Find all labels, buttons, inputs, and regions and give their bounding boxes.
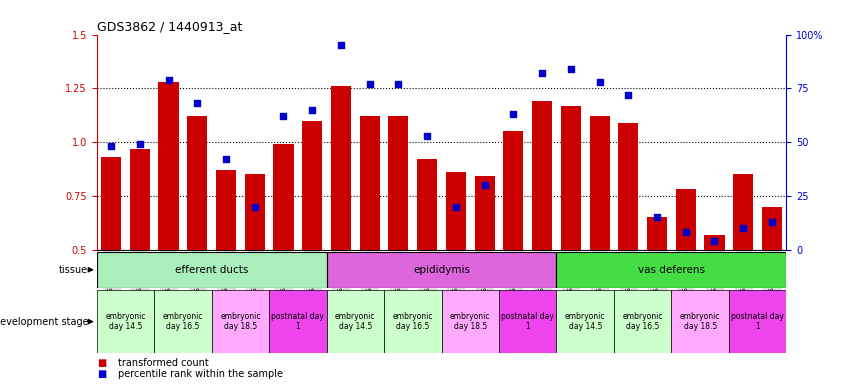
Text: efferent ducts: efferent ducts xyxy=(175,265,248,275)
Bar xyxy=(326,252,557,288)
Point xyxy=(392,81,405,87)
Point xyxy=(363,81,377,87)
Bar xyxy=(417,159,437,250)
Bar xyxy=(158,82,178,250)
Text: embryonic
day 16.5: embryonic day 16.5 xyxy=(393,312,433,331)
Bar xyxy=(245,174,265,250)
Point xyxy=(478,182,491,188)
Text: tissue: tissue xyxy=(59,265,88,275)
Bar xyxy=(705,235,725,250)
Point xyxy=(248,204,262,210)
Point xyxy=(305,107,319,113)
Text: development stage: development stage xyxy=(0,316,88,327)
Text: epididymis: epididymis xyxy=(413,265,470,275)
Point xyxy=(277,113,290,119)
Text: vas deferens: vas deferens xyxy=(637,265,705,275)
Text: embryonic
day 18.5: embryonic day 18.5 xyxy=(680,312,721,331)
Bar xyxy=(671,290,729,353)
Point xyxy=(564,66,578,72)
Bar xyxy=(154,290,212,353)
Text: embryonic
day 18.5: embryonic day 18.5 xyxy=(220,312,261,331)
Point xyxy=(593,79,606,85)
Text: ■: ■ xyxy=(97,358,106,368)
Point xyxy=(191,100,204,106)
Text: embryonic
day 14.5: embryonic day 14.5 xyxy=(565,312,606,331)
Text: postnatal day
1: postnatal day 1 xyxy=(731,312,784,331)
Bar xyxy=(442,290,499,353)
Bar xyxy=(212,290,269,353)
Point xyxy=(334,42,347,48)
Bar xyxy=(302,121,322,250)
Bar xyxy=(389,116,409,250)
Text: embryonic
day 16.5: embryonic day 16.5 xyxy=(622,312,663,331)
Bar xyxy=(614,290,671,353)
Bar xyxy=(557,290,614,353)
Bar xyxy=(97,252,326,288)
Bar xyxy=(474,177,495,250)
Bar xyxy=(561,106,581,250)
Point xyxy=(161,77,175,83)
Bar xyxy=(326,290,384,353)
Text: transformed count: transformed count xyxy=(118,358,209,368)
Text: embryonic
day 18.5: embryonic day 18.5 xyxy=(450,312,490,331)
Bar xyxy=(384,290,442,353)
Point xyxy=(708,238,722,244)
Bar xyxy=(446,172,466,250)
Bar xyxy=(762,207,782,250)
Text: ■: ■ xyxy=(97,369,106,379)
Bar xyxy=(647,217,667,250)
Bar xyxy=(331,86,351,250)
Bar xyxy=(130,149,150,250)
Point xyxy=(506,111,520,117)
Point xyxy=(104,143,118,149)
Bar xyxy=(216,170,236,250)
Bar xyxy=(675,189,696,250)
Text: postnatal day
1: postnatal day 1 xyxy=(501,312,554,331)
Text: embryonic
day 16.5: embryonic day 16.5 xyxy=(162,312,204,331)
Text: percentile rank within the sample: percentile rank within the sample xyxy=(118,369,283,379)
Point xyxy=(679,229,692,235)
Bar xyxy=(532,101,553,250)
Point xyxy=(220,156,233,162)
Bar xyxy=(499,290,557,353)
Text: GDS3862 / 1440913_at: GDS3862 / 1440913_at xyxy=(97,20,242,33)
Point xyxy=(133,141,146,147)
Bar xyxy=(618,123,638,250)
Bar xyxy=(503,131,523,250)
Text: embryonic
day 14.5: embryonic day 14.5 xyxy=(335,312,376,331)
Bar xyxy=(733,174,754,250)
Point xyxy=(449,204,463,210)
Bar xyxy=(188,116,208,250)
Point xyxy=(650,214,664,220)
Point xyxy=(536,70,549,76)
Bar xyxy=(101,157,121,250)
Bar xyxy=(557,252,786,288)
Bar xyxy=(590,116,610,250)
Point xyxy=(621,92,635,98)
Text: embryonic
day 14.5: embryonic day 14.5 xyxy=(105,312,145,331)
Bar xyxy=(273,144,294,250)
Bar xyxy=(360,116,380,250)
Point xyxy=(420,132,434,139)
Point xyxy=(737,225,750,231)
Point xyxy=(765,218,779,225)
Bar xyxy=(729,290,786,353)
Bar xyxy=(269,290,326,353)
Bar xyxy=(97,290,154,353)
Text: postnatal day
1: postnatal day 1 xyxy=(272,312,325,331)
